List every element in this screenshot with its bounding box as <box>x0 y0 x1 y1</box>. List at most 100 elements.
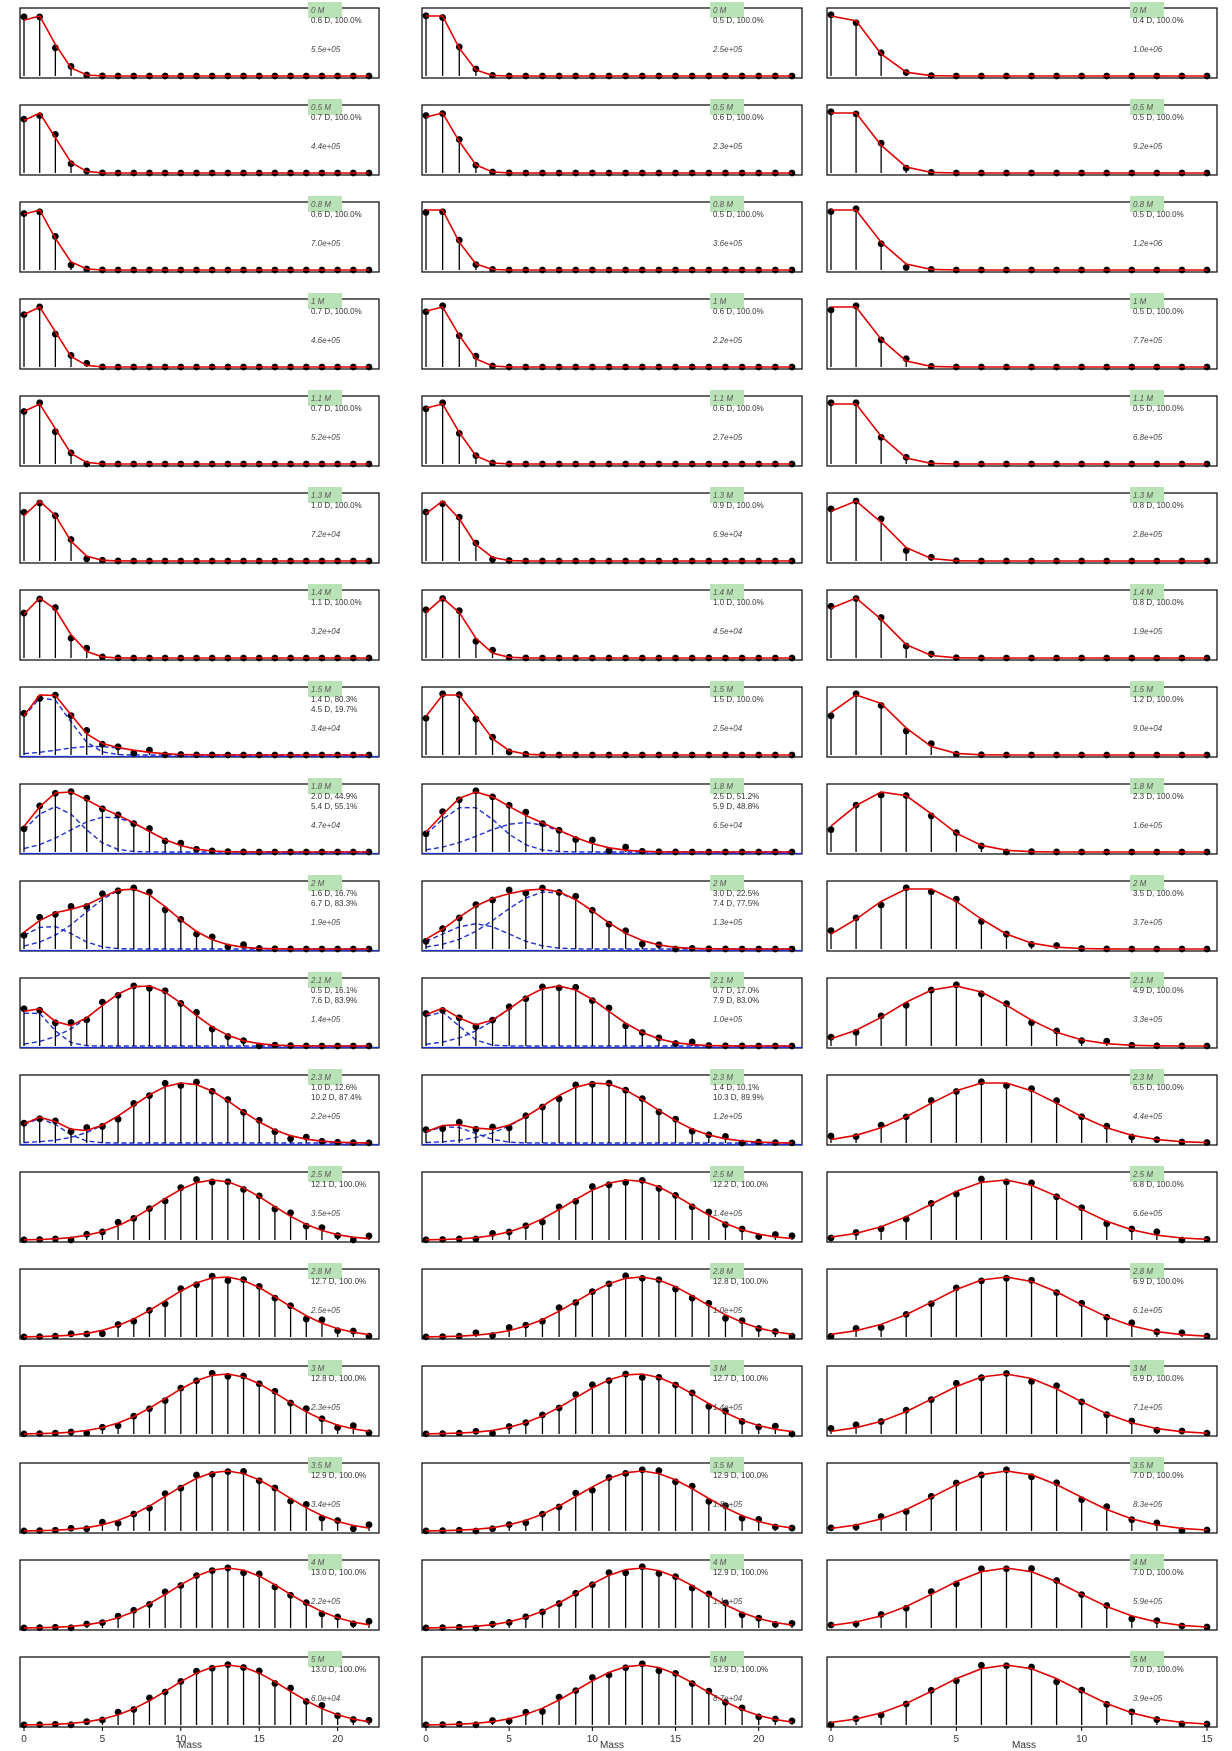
component-label-1: 3.5 D, 100.0% <box>1133 889 1184 898</box>
component-label-1: 1.2 D, 100.0% <box>1133 695 1184 704</box>
intensity-label: 4.6e+05 <box>311 336 341 345</box>
panel-1-3: 1 M0.6 D, 100.0% 2.2e+05 <box>421 293 803 371</box>
panel-2-0: 0 M0.4 D, 100.0% 1.0e+06 <box>826 2 1218 80</box>
time-label: 3 M <box>311 1364 325 1373</box>
fit-curve <box>425 1179 793 1241</box>
data-point-0 <box>827 1234 835 1242</box>
data-point-0 <box>20 408 28 415</box>
intensity-label: 7.7e+05 <box>1133 336 1163 345</box>
component-label-1: 0.6 D, 100.0% <box>713 113 764 122</box>
panel-frame <box>19 201 380 273</box>
panel-frame <box>421 492 803 564</box>
data-point-14 <box>655 1467 663 1475</box>
data-point-2 <box>877 139 885 147</box>
fit-curve <box>23 15 369 77</box>
component-label-1: 0.5 D, 16.1% <box>311 986 357 995</box>
component-label-1: 3.0 D, 22.5% <box>713 889 759 898</box>
data-point-13 <box>638 1563 646 1571</box>
panel-frame <box>826 1268 1218 1340</box>
component-label-1: 0.6 D, 100.0% <box>713 307 764 316</box>
panel-2-12: 2.5 M6.8 D, 100.0% 6.6e+05 <box>826 1166 1218 1244</box>
time-badge <box>710 1263 744 1279</box>
panel-frame <box>421 395 803 467</box>
fit-curve <box>426 209 792 271</box>
data-point-7 <box>130 749 138 757</box>
component-label-1: 0.4 D, 100.0% <box>1133 16 1184 25</box>
data-point-13 <box>638 1374 646 1381</box>
x-tick-label-col-3-0: 0 <box>828 1734 834 1745</box>
panel-1-6: 1.4 M1.0 D, 100.0% 4.5e+04 <box>421 584 803 662</box>
panel-1-12: 2.5 M12.2 D, 100.0% 1.4e+05 <box>421 1166 803 1244</box>
time-label: 2.5 M <box>1132 1170 1153 1179</box>
data-point-22 <box>365 1232 373 1240</box>
data-point-0 <box>827 306 835 314</box>
time-label: 2.1 M <box>712 976 733 985</box>
panel-frame <box>826 1365 1218 1437</box>
panel-0-11: 2.3 M1.0 D, 12.6%10.2 D, 87.4% 2.2e+05 <box>19 1069 380 1147</box>
component-label-1: 7.0 D, 100.0% <box>1133 1471 1184 1480</box>
time-badge <box>1130 778 1164 794</box>
data-point-5 <box>505 886 513 894</box>
time-badge <box>308 390 342 406</box>
time-label: 4 M <box>713 1558 727 1567</box>
component-label-1: 0.5 D, 100.0% <box>1133 210 1184 219</box>
time-badge <box>308 1651 342 1667</box>
intensity-label: 4.4e+05 <box>1133 1112 1163 1121</box>
time-badge <box>1130 293 1164 309</box>
time-badge <box>1130 1263 1164 1279</box>
panel-0-12: 2.5 M12.1 D, 100.0% 3.5e+05 <box>19 1166 380 1244</box>
intensity-label: 1.1e+05 <box>713 1597 743 1606</box>
fit-curve <box>23 596 369 659</box>
panel-2-13: 2.8 M6.9 D, 100.0% 6.1e+05 <box>826 1263 1218 1340</box>
panel-frame <box>19 492 380 564</box>
time-badge <box>710 1651 744 1667</box>
intensity-label: 3.2e+04 <box>311 627 341 636</box>
time-badge <box>1130 390 1164 406</box>
component-label-1: 2.5 D, 51.2% <box>713 792 759 801</box>
data-point-0 <box>422 830 430 838</box>
component-label-1: 6.5 D, 100.0% <box>1133 1083 1184 1092</box>
data-point-18 <box>722 1314 729 1322</box>
panel-frame <box>19 7 380 79</box>
data-point-22 <box>788 1717 796 1725</box>
fit-curve <box>23 985 369 1047</box>
x-tick-label-col-2-4: 20 <box>753 1734 765 1745</box>
intensity-label: 2.2e+05 <box>310 1112 341 1121</box>
time-badge <box>308 875 342 891</box>
component-label-1: 0.7 D, 100.0% <box>311 307 362 316</box>
data-point-16 <box>271 1387 279 1395</box>
data-point-4 <box>489 1525 496 1533</box>
time-label: 0.8 M <box>1133 200 1153 209</box>
time-badge <box>710 99 744 115</box>
panel-frame <box>421 1268 803 1340</box>
intensity-label: 2.3e+05 <box>712 142 743 151</box>
time-label: 1.3 M <box>311 491 331 500</box>
data-point-0 <box>20 13 28 21</box>
intensity-label: 1.0e+06 <box>1133 45 1163 54</box>
data-point-3 <box>472 352 480 360</box>
panel-frame <box>19 298 380 370</box>
panel-frame <box>19 1656 380 1728</box>
panel-2-17: 5 M7.0 D, 100.0% 3.9e+05 <box>826 1651 1218 1728</box>
time-badge <box>710 584 744 600</box>
fit-curve <box>830 694 1207 756</box>
time-badge <box>1130 196 1164 212</box>
data-point-7 <box>539 1708 546 1715</box>
data-point-3 <box>902 264 910 271</box>
panel-frame <box>826 977 1218 1049</box>
panel-frame <box>826 686 1218 758</box>
data-point-22 <box>365 1617 373 1625</box>
fit-curve <box>425 1373 793 1435</box>
panel-frame <box>421 7 803 79</box>
time-badge <box>308 1263 342 1279</box>
intensity-label: 2.5e+05 <box>712 45 743 54</box>
data-point-13 <box>224 1277 232 1284</box>
time-label: 3 M <box>713 1364 727 1373</box>
time-badge <box>1130 972 1164 988</box>
component-label-1: 7.0 D, 100.0% <box>1133 1568 1184 1577</box>
panel-1-0: 0 M0.5 D, 100.0% 2.5e+05 <box>421 2 803 80</box>
panel-0-6: 1.4 M1.1 D, 100.0% 3.2e+04 <box>19 584 380 662</box>
time-badge <box>710 390 744 406</box>
fit-curve <box>830 1276 1208 1337</box>
